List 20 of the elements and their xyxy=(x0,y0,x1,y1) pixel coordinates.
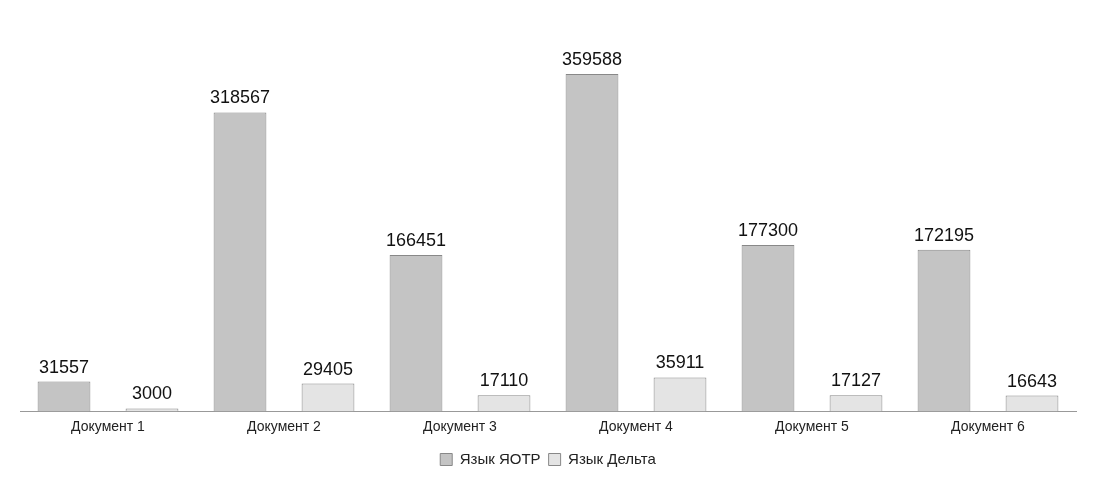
x-tick-label: Документ 5 xyxy=(775,418,850,435)
data-label: 177300 xyxy=(737,219,799,240)
x-tick-label: Документ 2 xyxy=(247,418,322,435)
data-label: 318567 xyxy=(209,87,271,108)
legend-label: Язык Дельта xyxy=(568,449,657,467)
data-label: 17127 xyxy=(830,370,882,391)
data-label: 359588 xyxy=(561,48,623,69)
data-label: 17110 xyxy=(479,370,529,391)
x-tick-label: Документ 6 xyxy=(951,418,1026,435)
x-tick-label: Документ 4 xyxy=(599,418,674,435)
x-tick-label: Документ 3 xyxy=(423,418,498,435)
legend-label: Язык ЯОТР xyxy=(459,449,541,467)
data-label: 3000 xyxy=(131,383,173,404)
x-tick-label: Документ 1 xyxy=(71,418,146,435)
data-label: 29405 xyxy=(302,358,354,379)
data-label: 172195 xyxy=(913,224,975,245)
data-label: 166451 xyxy=(385,230,447,251)
data-label: 35911 xyxy=(655,352,705,373)
data-label: 31557 xyxy=(38,356,90,377)
data-label: 16643 xyxy=(1006,370,1058,391)
